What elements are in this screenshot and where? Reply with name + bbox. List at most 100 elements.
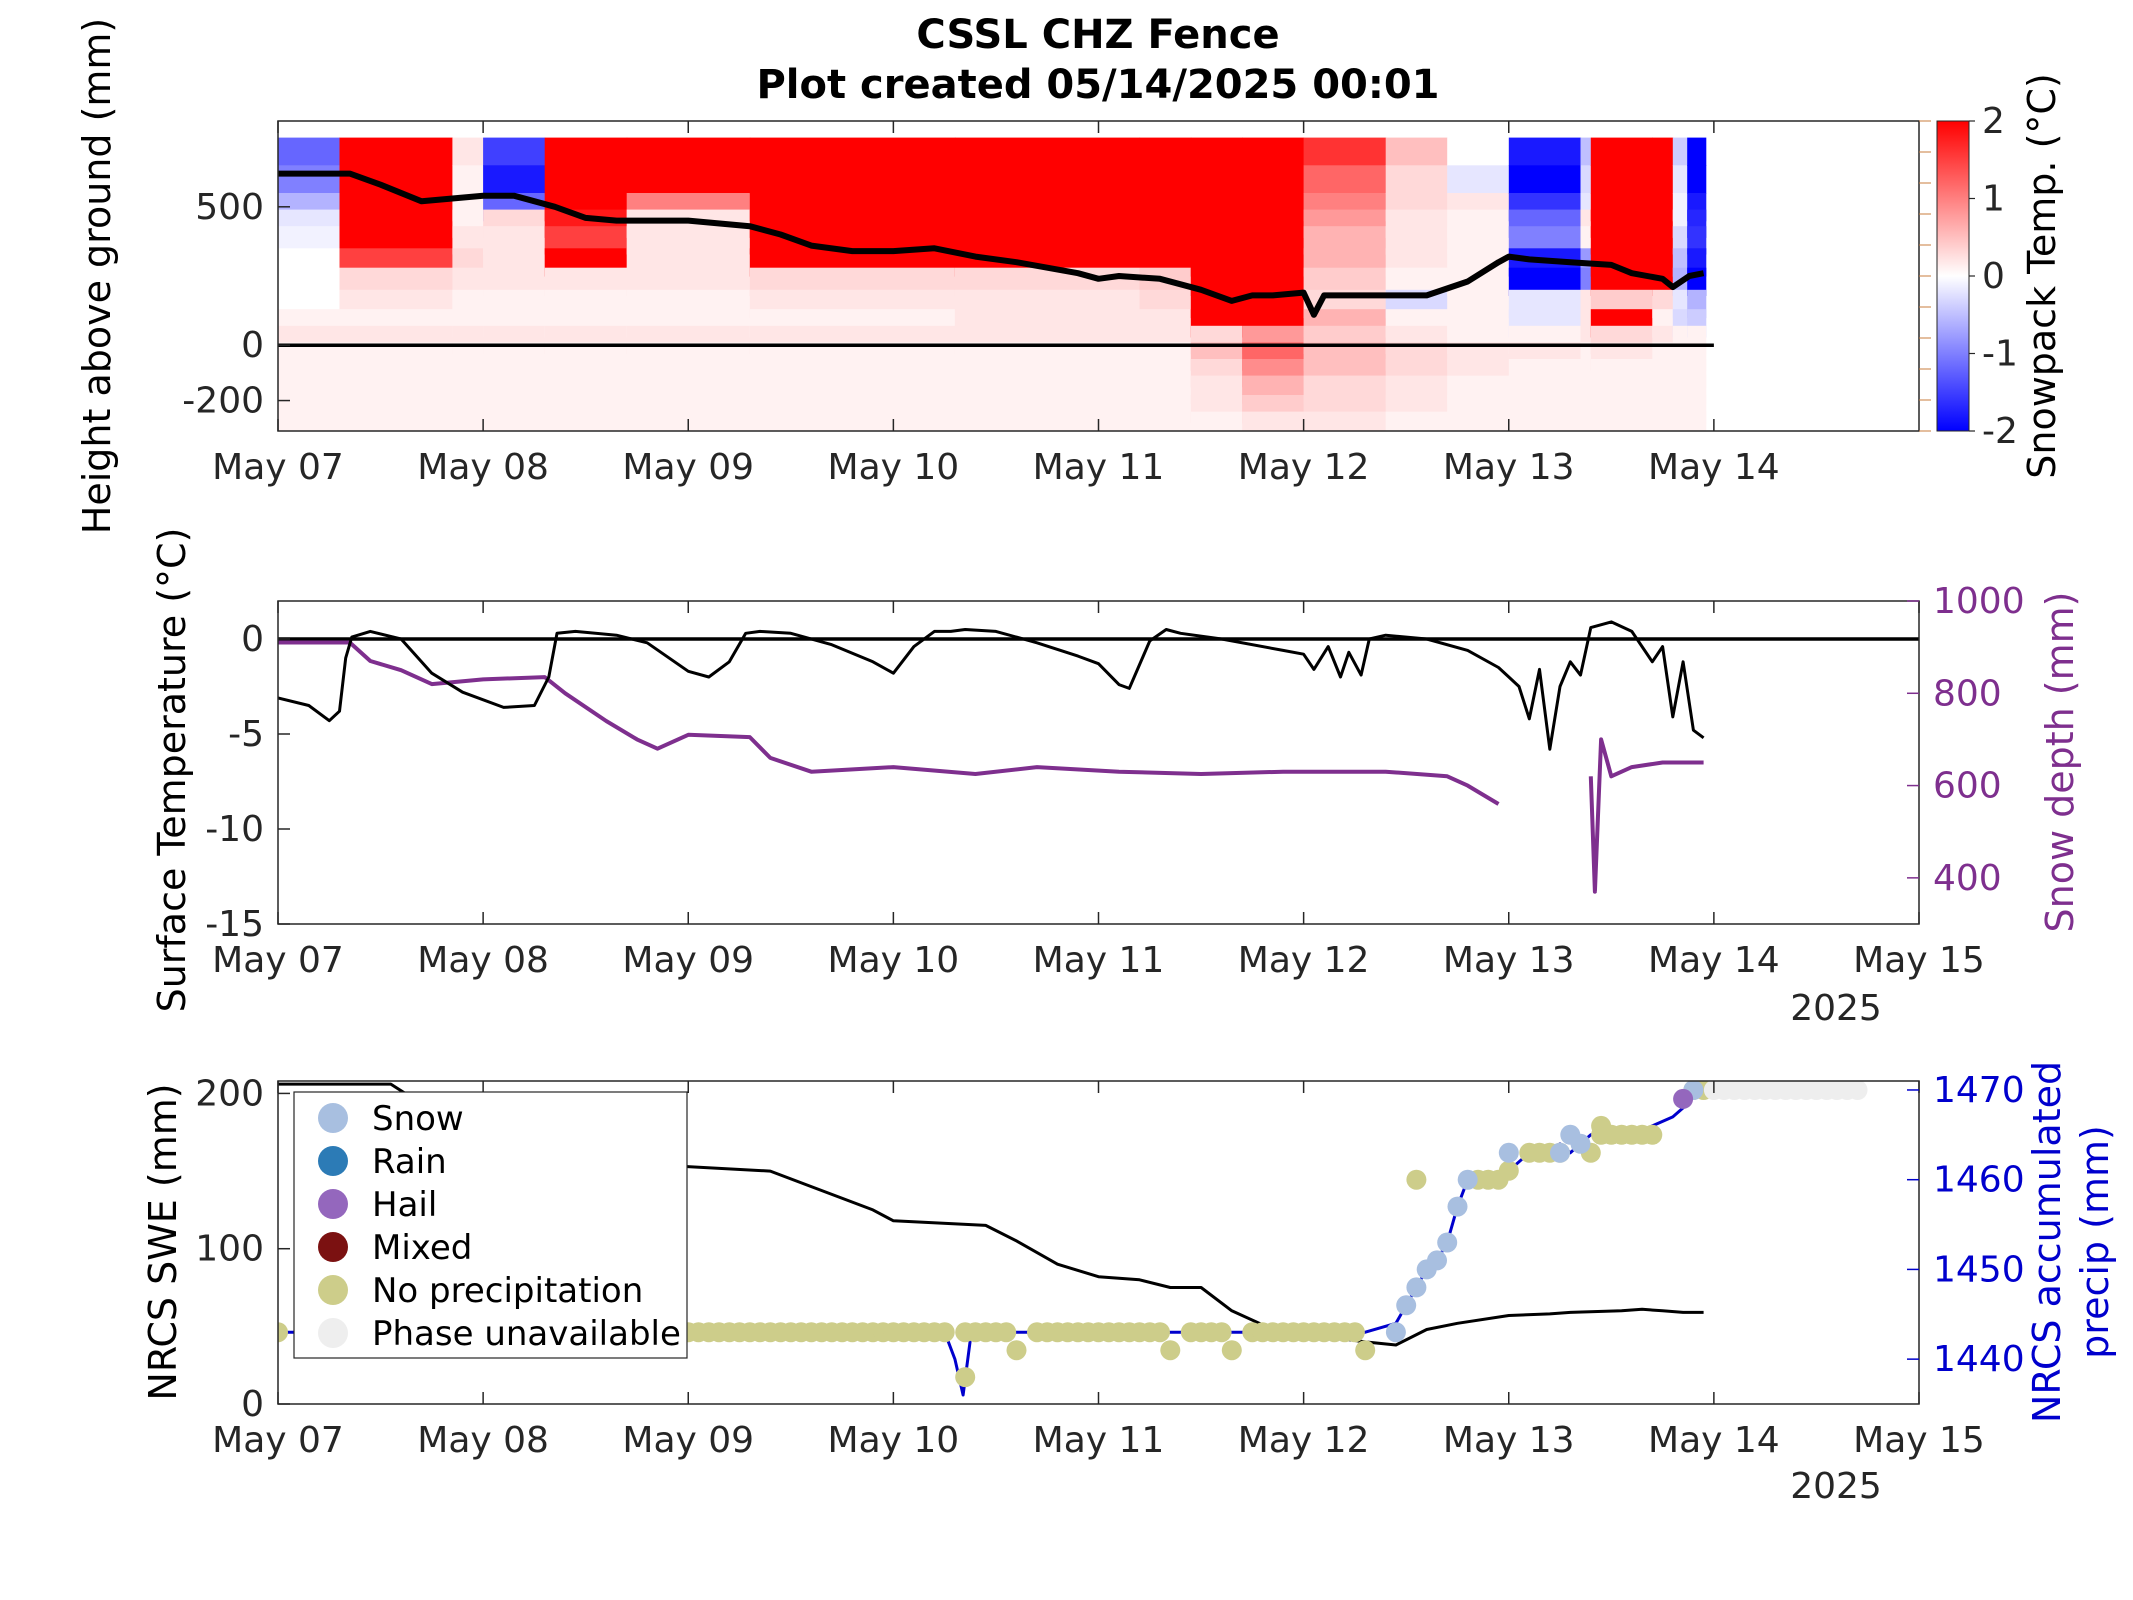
precip-point xyxy=(934,1322,955,1343)
chart-title-line2: Plot created 05/14/2025 00:01 xyxy=(756,62,1439,108)
heatmap-cell xyxy=(1672,411,1688,431)
heatmap-panel: May 07 May 08 May 09 May 10 May 11 May 12 May … xyxy=(75,18,2064,535)
precip-point xyxy=(1437,1232,1458,1253)
heatmap-cell xyxy=(1242,137,1305,166)
surface-temp-xtick-label: May 08 xyxy=(417,940,549,981)
legend-label: No precipitation xyxy=(372,1271,643,1311)
heatmap-cell xyxy=(1508,411,1582,431)
heatmap-cell xyxy=(1590,137,1653,166)
precip-point xyxy=(1550,1142,1570,1163)
heatmap-cell xyxy=(339,137,453,166)
heatmap-cell xyxy=(1687,165,1707,194)
heatmap-cell xyxy=(544,411,628,431)
precip-point xyxy=(955,1367,976,1388)
precip-point xyxy=(1150,1322,1170,1343)
precip-ylabel-line1: NRCS accumulated xyxy=(2025,1061,2069,1423)
colorbar-label: Snowpack Temp. (°C) xyxy=(2020,73,2064,479)
precip-ytick-right-label: 1460 xyxy=(1933,1160,2025,1201)
swe-xtick-label: May 13 xyxy=(1443,1420,1575,1461)
heatmap-cell xyxy=(1672,226,1688,255)
surface-temp-lines xyxy=(278,620,1919,894)
heatmap-cell xyxy=(1385,137,1448,166)
heatmap-snow-depth-line xyxy=(278,170,1705,318)
heatmap-cell xyxy=(1580,395,1592,424)
colorbar-tick-label: 1 xyxy=(1982,179,2005,220)
snow-depth-line-segment-2 xyxy=(1588,737,1704,894)
heatmap-cell xyxy=(1672,165,1688,194)
heatmap-cell xyxy=(1190,165,1243,194)
legend-label: Snow xyxy=(372,1099,464,1139)
legend-marker xyxy=(318,1189,348,1219)
surface-temp-ytick-label: -15 xyxy=(205,904,264,945)
heatmap-cell xyxy=(1447,411,1510,431)
snow-depth-ylabel: Snow depth (mm) xyxy=(2038,592,2082,933)
colorbar xyxy=(1936,120,1970,432)
precip-ytick-right-label: 1470 xyxy=(1933,1070,2025,1111)
swe-ytick-label: 200 xyxy=(195,1073,264,1114)
precip-point xyxy=(1160,1340,1181,1361)
surface-temp-ylabel: Surface Temperature (°C) xyxy=(150,528,194,1013)
heatmap-cell xyxy=(1590,411,1653,431)
heatmap-cell xyxy=(954,411,1141,431)
heatmap-cell xyxy=(544,137,628,166)
heatmap-cell xyxy=(483,411,546,431)
heatmap-cell xyxy=(1652,411,1674,431)
legend-label: Hail xyxy=(372,1185,437,1225)
swe-xtick-label: May 15 xyxy=(1853,1420,1985,1461)
legend-label: Phase unavailable xyxy=(372,1314,681,1354)
heatmap-xtick-label: May 07 xyxy=(212,447,344,488)
surface-temp-xtick-label: May 11 xyxy=(1033,940,1165,981)
precip-point xyxy=(1355,1340,1376,1361)
colorbar-tick-label: 2 xyxy=(1982,101,2005,142)
surface-temp-axes: May 07 May 08 May 09 May 10 May 11 May 12 May … xyxy=(205,581,2024,981)
heatmap-xtick-label: May 11 xyxy=(1033,447,1165,488)
precip-point xyxy=(1847,1081,1868,1100)
heatmap-cell xyxy=(1580,359,1592,388)
heatmap-xtick-label: May 13 xyxy=(1443,447,1575,488)
heatmap-cell xyxy=(452,411,484,431)
swe-ytick-label: 100 xyxy=(195,1229,264,1270)
snow-depth-ytick-right-label: 800 xyxy=(1933,673,2002,714)
heatmap-cell xyxy=(626,165,751,194)
heatmap-cell xyxy=(1580,411,1592,431)
snow-depth-ytick-right-label: 1000 xyxy=(1933,581,2025,622)
legend-label: Mixed xyxy=(372,1228,472,1268)
heatmap-cell xyxy=(1580,209,1592,238)
heatmap-cell xyxy=(954,165,1141,194)
heatmap-cell xyxy=(1190,411,1243,431)
swe-xtick-label: May 08 xyxy=(417,1420,549,1461)
precip-point xyxy=(996,1322,1017,1343)
precip-point xyxy=(1591,1115,1612,1136)
precip-point xyxy=(1211,1322,1232,1343)
surface-temp-ytick-label: -5 xyxy=(228,714,264,755)
surface-temp-xtick-label: May 15 xyxy=(1853,940,1985,981)
heatmap-cell xyxy=(1139,165,1192,194)
heatmap-cell xyxy=(452,137,484,166)
heatmap-cell xyxy=(1580,375,1592,404)
heatmap-cell xyxy=(483,137,546,166)
heatmap-cell xyxy=(1242,411,1305,431)
heatmap-cell xyxy=(1303,411,1387,431)
legend-marker xyxy=(318,1232,348,1262)
precip-point xyxy=(1673,1088,1694,1109)
heatmap-cell xyxy=(1303,137,1387,166)
swe-lines xyxy=(278,1081,1868,1397)
precip-point xyxy=(278,1322,288,1343)
precip-point xyxy=(1427,1250,1447,1271)
precip-point xyxy=(1498,1142,1519,1163)
heatmap-cell xyxy=(1580,342,1592,371)
heatmap-cell xyxy=(1580,289,1592,319)
precip-point xyxy=(1406,1169,1427,1190)
heatmap-xtick-label: May 09 xyxy=(622,447,754,488)
heatmap-overlay-lines xyxy=(278,170,1714,347)
heatmap-cell xyxy=(626,137,751,166)
heatmap-cell xyxy=(1687,137,1707,166)
colorbar-tick-label: -2 xyxy=(1982,411,2018,452)
precip-point xyxy=(1498,1160,1519,1181)
surface-temp-xtick-label: May 12 xyxy=(1238,940,1370,981)
heatmap-cell xyxy=(1447,165,1510,194)
heatmap-cell xyxy=(1385,165,1448,194)
precip-point xyxy=(1221,1340,1242,1361)
